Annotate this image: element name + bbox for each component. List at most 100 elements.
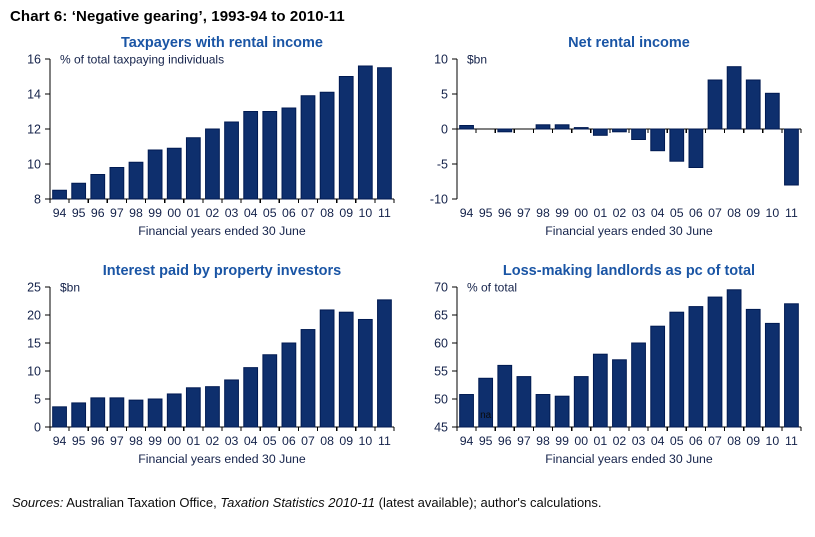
bar-08 <box>319 91 335 200</box>
bar-06 <box>688 306 704 428</box>
bar-04 <box>243 367 259 428</box>
y-tick-label: 65 <box>434 309 448 323</box>
x-tick-label: 10 <box>358 434 372 448</box>
bar-10 <box>357 65 373 200</box>
y-tick-label: 45 <box>434 421 448 435</box>
x-tick-label: 95 <box>479 206 493 220</box>
bar-02 <box>205 386 220 428</box>
source-text-2: (latest available); author's calculation… <box>375 495 602 510</box>
x-tick-label: 08 <box>320 206 334 220</box>
x-tick-label: 99 <box>555 206 569 220</box>
bar-02 <box>612 128 627 133</box>
bar-00 <box>166 393 182 428</box>
x-tick-label: 09 <box>339 434 353 448</box>
bar-08 <box>726 66 742 130</box>
bar-01 <box>185 387 201 428</box>
x-tick-label: 11 <box>785 206 798 220</box>
x-tick-label: 06 <box>282 434 296 448</box>
x-tick-label: 01 <box>186 206 200 220</box>
x-tick-label: 11 <box>785 434 798 448</box>
bar-94 <box>52 189 67 200</box>
x-tick-label: 02 <box>613 206 627 220</box>
x-tick-label: 95 <box>479 434 493 448</box>
y-tick-label: 5 <box>441 88 448 102</box>
x-tick-label: 07 <box>301 206 315 220</box>
x-tick-label: 09 <box>746 206 760 220</box>
y-tick-label: 15 <box>27 337 41 351</box>
x-tick-label: 96 <box>91 434 105 448</box>
bar-96 <box>497 364 513 428</box>
y-tick-label: 10 <box>27 158 41 172</box>
bar-99 <box>554 124 570 130</box>
x-tick-label: 06 <box>282 206 296 220</box>
x-tick-label: 05 <box>263 206 277 220</box>
figure-title: Chart 6: ‘Negative gearing’, 1993-94 to … <box>10 8 345 25</box>
bar-00 <box>573 376 589 428</box>
x-tick-label: 03 <box>632 206 646 220</box>
x-tick-label: 99 <box>555 434 569 448</box>
bar-94 <box>459 394 474 428</box>
y-tick-label: 70 <box>434 281 448 295</box>
y-tick-label: 55 <box>434 365 448 379</box>
x-tick-label: 04 <box>244 206 258 220</box>
x-tick-label: 02 <box>206 206 220 220</box>
bar-04 <box>650 128 666 152</box>
x-tick-label: 97 <box>110 206 124 220</box>
bar-97 <box>109 167 125 200</box>
x-tick-label: 09 <box>746 434 760 448</box>
x-tick-label: 94 <box>53 434 67 448</box>
bar-10 <box>764 92 780 130</box>
x-tick-label: 10 <box>765 434 779 448</box>
chart-title: Loss-making landlords as pc of total <box>503 263 755 279</box>
x-tick-label: 03 <box>632 434 646 448</box>
bar-00 <box>166 147 182 200</box>
x-tick-label: 98 <box>129 206 143 220</box>
bar-05 <box>669 311 685 428</box>
x-tick-label: 00 <box>574 206 588 220</box>
y-tick-label: 14 <box>27 88 41 102</box>
x-tick-label: 05 <box>263 434 277 448</box>
y-tick-label: 12 <box>27 123 41 137</box>
x-axis-label: Financial years ended 30 June <box>545 452 713 466</box>
bar-09 <box>745 79 761 130</box>
x-tick-label: 98 <box>536 206 550 220</box>
x-tick-label: 01 <box>593 206 607 220</box>
x-tick-label: 06 <box>689 206 703 220</box>
x-tick-label: 02 <box>206 434 220 448</box>
bar-03 <box>224 379 239 428</box>
bar-96 <box>497 128 513 133</box>
x-tick-label: 99 <box>148 206 162 220</box>
bar-04 <box>650 325 666 428</box>
bar-98 <box>535 124 551 130</box>
bar-07 <box>707 79 723 130</box>
bar-96 <box>90 174 106 200</box>
y-tick-label: 10 <box>27 365 41 379</box>
bar-01 <box>592 353 608 428</box>
x-tick-label: 97 <box>517 206 531 220</box>
x-tick-label: 99 <box>148 434 162 448</box>
bar-94 <box>459 125 474 130</box>
x-tick-label: 05 <box>670 434 684 448</box>
bar-98 <box>128 161 144 200</box>
bar-06 <box>281 342 297 428</box>
x-tick-label: 00 <box>167 206 181 220</box>
x-tick-label: 96 <box>498 206 512 220</box>
x-tick-label: 97 <box>517 434 531 448</box>
y-tick-label: 25 <box>27 281 41 295</box>
chart-panel-net-rental-income: Net rental income -10 -5 0 5 10 $bn 94 95 96 97 98 9… <box>407 27 814 249</box>
axis-unit-label: % of total <box>467 281 517 295</box>
bar-02 <box>205 128 220 200</box>
chart-panel-taxpayers-with-rental-income: Taxpayers with rental income 8 10 12 14 16 % o… <box>0 27 407 249</box>
bar-09 <box>338 311 354 428</box>
bar-03 <box>631 342 646 428</box>
bar-09 <box>745 308 761 428</box>
x-tick-label: 10 <box>765 206 779 220</box>
x-tick-label: 11 <box>378 206 391 220</box>
bar-07 <box>300 95 316 200</box>
chart-title: Net rental income <box>568 35 690 51</box>
y-tick-label: 60 <box>434 337 448 351</box>
bar-04 <box>243 111 259 200</box>
bar-99 <box>554 395 570 428</box>
x-axis-label: Financial years ended 30 June <box>138 224 306 238</box>
